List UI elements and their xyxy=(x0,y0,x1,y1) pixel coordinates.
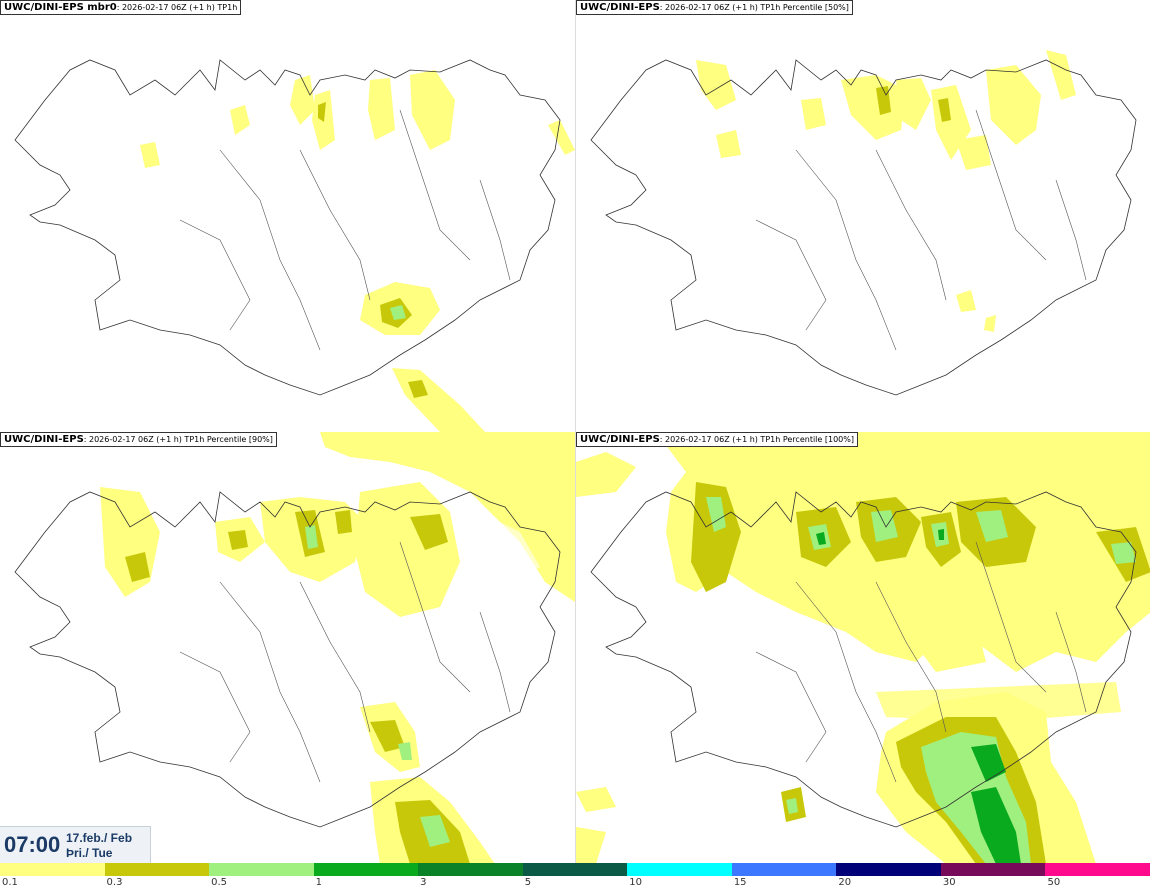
legend-swatch xyxy=(1045,863,1150,876)
legend-label: 5 xyxy=(524,877,532,888)
legend-label: 0.1 xyxy=(2,877,18,888)
legend-swatch xyxy=(104,863,210,876)
legend-swatch xyxy=(0,863,105,876)
river-lines xyxy=(755,541,1087,783)
precip-field xyxy=(140,70,575,432)
map-panel-mbr0: UWC/DINI-EPS mbr0: 2026-02-17 06Z (+1 h)… xyxy=(0,0,575,432)
legend-label: 1 xyxy=(315,877,322,888)
precip-field xyxy=(100,432,575,864)
legend-swatch xyxy=(209,863,315,876)
map-panel-p50: UWC/DINI-EPS: 2026-02-17 06Z (+1 h) TP1h… xyxy=(576,0,1150,432)
legend-swatch xyxy=(731,863,837,876)
river-lines xyxy=(179,541,511,783)
legend-label: 15 xyxy=(733,877,747,888)
precip-map xyxy=(14,432,575,864)
panel-title: UWC/DINI-EPS mbr0: 2026-02-17 06Z (+1 h)… xyxy=(0,0,242,15)
legend-label: 0.3 xyxy=(106,877,123,888)
legend-label: 50 xyxy=(1047,877,1061,888)
legend-label: 0.5 xyxy=(211,877,227,888)
precip-field xyxy=(696,50,1076,332)
legend-swatch xyxy=(940,863,1046,876)
iceland-coastline xyxy=(590,59,1137,396)
precip-field xyxy=(576,432,1150,864)
legend-label: 30 xyxy=(942,877,956,888)
legend-swatch xyxy=(313,863,419,876)
precip-map xyxy=(576,432,1150,864)
valid-weekday: Þri./ Tue xyxy=(66,846,113,860)
map-panel-p90: UWC/DINI-EPS: 2026-02-17 06Z (+1 h) TP1h… xyxy=(0,432,575,864)
valid-time: 07:00 xyxy=(4,832,61,857)
iceland-coastline xyxy=(590,491,1137,828)
panel-title: UWC/DINI-EPS: 2026-02-17 06Z (+1 h) TP1h… xyxy=(576,432,858,447)
valid-date: 17.feb./ Feb xyxy=(66,831,133,845)
precip-map xyxy=(590,50,1137,396)
precip-map xyxy=(14,59,575,432)
river-lines xyxy=(179,109,511,351)
panel-title: UWC/DINI-EPS: 2026-02-17 06Z (+1 h) TP1h… xyxy=(576,0,853,15)
legend-swatch xyxy=(627,863,733,876)
precip-legend: 0.1 0.3 0.5 1 3 5 10 15 20 30 50 xyxy=(0,863,1150,891)
legend-swatch xyxy=(836,863,942,876)
map-panel-p100: UWC/DINI-EPS: 2026-02-17 06Z (+1 h) TP1h… xyxy=(576,432,1150,864)
legend-swatch xyxy=(522,863,628,876)
legend-label: 20 xyxy=(838,877,852,888)
legend-label: 3 xyxy=(420,877,427,888)
river-lines xyxy=(755,109,1087,351)
valid-time-box: 07:00 17.feb./ Feb Þri./ Tue xyxy=(0,826,151,863)
legend-label: 10 xyxy=(629,877,642,888)
panel-title: UWC/DINI-EPS: 2026-02-17 06Z (+1 h) TP1h… xyxy=(0,432,277,447)
panel-divider xyxy=(575,0,576,864)
iceland-coastline xyxy=(14,59,561,396)
legend-swatch xyxy=(418,863,524,876)
iceland-coastline xyxy=(14,491,561,828)
